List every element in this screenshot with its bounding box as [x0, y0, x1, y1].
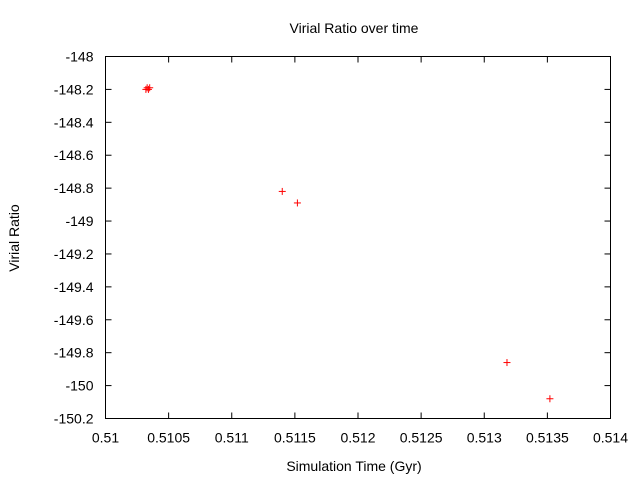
data-point — [144, 85, 152, 93]
x-tick-label: 0.5125 — [400, 430, 443, 446]
y-axis: -148 -148.2 -148.4 -148.6 -148.8 -149 -149.2 -1… — [54, 49, 611, 427]
data-points — [142, 84, 554, 403]
x-tick-label: 0.513 — [467, 430, 502, 446]
x-axis-label: Simulation Time (Gyr) — [286, 458, 421, 474]
x-tick-label: 0.51 — [92, 430, 119, 446]
x-tick-label: 0.514 — [593, 430, 628, 446]
y-tick-label: -149.8 — [54, 345, 94, 361]
x-tick-label: 0.511 — [215, 430, 249, 446]
x-tick-label: 0.512 — [340, 430, 375, 446]
y-tick-label: -148.6 — [54, 147, 94, 163]
y-tick-label: -149.4 — [54, 279, 94, 295]
x-tick-label: 0.5135 — [526, 430, 569, 446]
data-point — [293, 199, 301, 207]
y-tick-label: -149.6 — [54, 312, 94, 328]
x-tick-label: 0.5105 — [147, 430, 190, 446]
data-point — [278, 187, 286, 195]
chart-title: Virial Ratio over time — [290, 20, 419, 36]
y-tick-label: -150.2 — [54, 411, 94, 427]
y-tick-label: -150 — [65, 378, 93, 394]
data-point — [503, 359, 511, 367]
y-tick-label: -148 — [65, 49, 93, 65]
plot-frame — [105, 56, 611, 419]
data-point — [546, 395, 554, 403]
y-tick-label: -149.2 — [54, 246, 94, 262]
y-tick-label: -148.8 — [54, 180, 94, 196]
x-tick-label: 0.5115 — [274, 430, 316, 446]
y-tick-label: -148.4 — [54, 114, 94, 130]
y-axis-label: Virial Ratio — [6, 204, 22, 272]
x-axis: 0.51 0.5105 0.511 0.5115 0.512 0.5125 0.513 0.5… — [92, 56, 628, 446]
data-point — [146, 84, 154, 92]
y-tick-label: -149 — [65, 213, 93, 229]
y-tick-label: -148.2 — [54, 81, 94, 97]
